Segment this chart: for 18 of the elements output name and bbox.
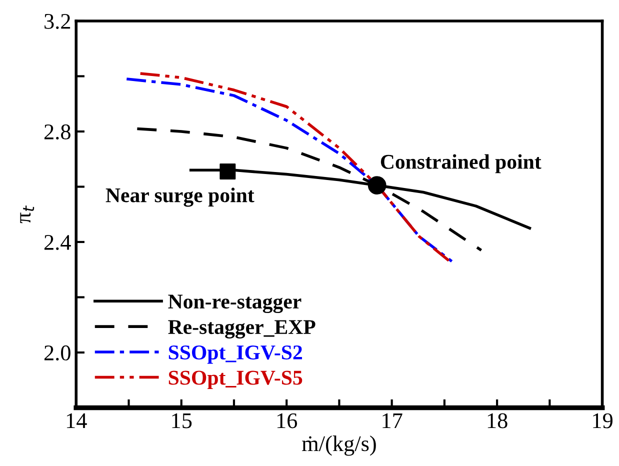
legend-label: Re-stagger_EXP [168, 320, 316, 338]
x-tick-label: 14 [66, 413, 87, 428]
y-tick-label: 2.4 [44, 234, 71, 250]
x-axis-title: ṁ/(kg/s) [302, 436, 376, 456]
annotation: Near surge point [106, 188, 254, 207]
y-axis-title: π$_{t}$ [20, 205, 34, 224]
x-tick-label: 15 [172, 413, 192, 428]
legend-label: SSOpt_IGV-S5 [168, 370, 302, 389]
x-tick-label: 17 [382, 413, 402, 428]
x-tick-label: 19 [593, 413, 612, 428]
legend-label: SSOpt_IGV-S2 [168, 345, 302, 364]
x-tick-label: 18 [488, 413, 508, 428]
y-tick-label: 3.2 [44, 14, 70, 29]
legend-label: Non-re-stagger [168, 294, 302, 314]
y-tick-label: 2.8 [44, 124, 70, 140]
x-tick-label: 16 [277, 413, 298, 428]
annotation: Constrained point [380, 154, 542, 174]
y-tick-label: 2.0 [44, 345, 70, 361]
